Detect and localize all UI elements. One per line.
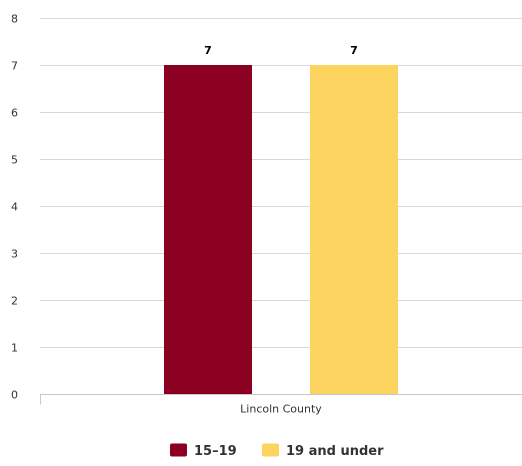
legend-label: 15–19: [194, 444, 237, 459]
legend: 15–19 19 and under: [170, 443, 384, 460]
data-label: 7: [204, 44, 212, 57]
legend-swatch: [170, 443, 187, 457]
gridlines: [40, 18, 522, 348]
data-label: 7: [350, 44, 358, 57]
y-tick-label: 5: [11, 154, 18, 167]
x-axis: Lincoln County: [40, 394, 522, 416]
x-category-label: Lincoln County: [240, 403, 322, 416]
y-tick-label: 0: [11, 389, 18, 402]
y-tick-label: 2: [11, 295, 18, 308]
y-tick-label: 6: [11, 107, 18, 120]
y-tick-label: 1: [11, 342, 18, 355]
y-axis-ticks: 0 1 2 3 4 5 6 7 8: [11, 13, 18, 402]
y-tick-label: 3: [11, 248, 18, 261]
legend-swatch: [262, 443, 279, 457]
legend-item-19-and-under[interactable]: 19 and under: [262, 443, 384, 460]
y-tick-label: 7: [11, 60, 18, 73]
legend-label: 19 and under: [286, 444, 384, 459]
y-tick-label: 4: [11, 201, 18, 214]
bar-19-and-under[interactable]: [310, 65, 398, 394]
bars: [164, 65, 398, 394]
bar-15-19[interactable]: [164, 65, 252, 394]
legend-item-15-19[interactable]: 15–19: [170, 443, 237, 460]
y-tick-label: 8: [11, 13, 18, 26]
